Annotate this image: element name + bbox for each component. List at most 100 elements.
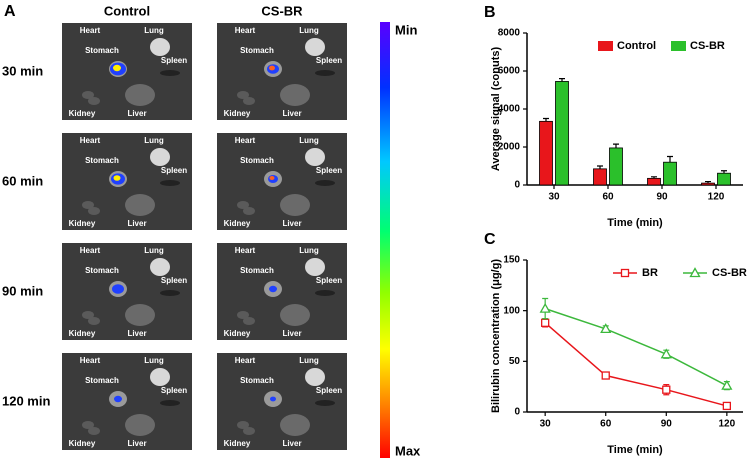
marker — [541, 318, 550, 327]
signal — [270, 396, 276, 402]
organ-label: Kidney — [69, 439, 96, 448]
signal — [113, 64, 121, 72]
organ-label: Liver — [127, 439, 146, 448]
spleen — [315, 400, 335, 406]
organ-label: Lung — [144, 136, 164, 145]
kidney — [243, 427, 255, 435]
lung — [305, 258, 325, 276]
line — [544, 322, 728, 407]
organ-label: Stomach — [240, 46, 274, 55]
row-label: 90 min — [2, 283, 43, 298]
legend-swatch — [671, 41, 686, 51]
lung — [150, 148, 170, 166]
legend-label: BR — [642, 267, 658, 279]
organ-label: Spleen — [316, 276, 342, 285]
bar — [609, 147, 623, 186]
organ-label: Heart — [80, 136, 101, 145]
organ-label: Lung — [299, 26, 319, 35]
kidney — [88, 317, 100, 325]
x-tick-label: 30 — [540, 419, 552, 430]
legend-swatch — [598, 41, 613, 51]
organ-label: Stomach — [240, 156, 274, 165]
organ-label: Lung — [144, 246, 164, 255]
organ-label: Liver — [127, 329, 146, 338]
organ-label: Liver — [282, 219, 301, 228]
organ-label: Kidney — [224, 219, 251, 228]
x-tick-label: 60 — [602, 192, 614, 203]
signal — [112, 284, 124, 294]
marker — [722, 401, 732, 411]
organ-label: Heart — [235, 356, 256, 365]
signal — [113, 175, 121, 181]
kidney — [243, 207, 255, 215]
organ-label: Spleen — [316, 166, 342, 175]
error-bar — [667, 155, 673, 163]
y-tick-label: 8000 — [498, 28, 521, 39]
organ-label: Lung — [144, 356, 164, 365]
marker — [721, 379, 733, 390]
y-tick-label: 150 — [503, 255, 520, 266]
organ-label: Spleen — [316, 56, 342, 65]
organ-label: Heart — [80, 356, 101, 365]
row-label: 60 min — [2, 173, 43, 188]
bar — [701, 182, 715, 186]
organ-label: Spleen — [161, 166, 187, 175]
row-label: 30 min — [2, 63, 43, 78]
organ-label: Liver — [282, 329, 301, 338]
error-bar — [651, 176, 657, 179]
kidney — [82, 311, 94, 319]
x-tick-label: 90 — [656, 192, 668, 203]
spleen — [160, 70, 180, 76]
y-tick-label: 0 — [514, 407, 520, 418]
kidney — [82, 201, 94, 209]
organ-label: Kidney — [69, 219, 96, 228]
liver — [280, 194, 310, 216]
lung — [305, 368, 325, 386]
legend-label: Control — [617, 40, 656, 52]
image-grid: 30 min Heart Lung Stomach Spleen Kidney Liver H… — [2, 23, 347, 450]
x-axis-label: Time (min) — [607, 217, 663, 229]
x-tick-label: 60 — [600, 419, 612, 430]
lung — [305, 38, 325, 56]
liver — [280, 304, 310, 326]
colorbar-max: Max — [395, 443, 421, 458]
liver — [280, 414, 310, 436]
x-tick-label: 90 — [661, 419, 673, 430]
bar — [593, 168, 607, 186]
organ-label: Stomach — [240, 266, 274, 275]
signal — [269, 285, 277, 293]
bar — [555, 81, 569, 186]
signal — [269, 65, 275, 71]
x-tick-label: 120 — [719, 419, 736, 430]
y-tick-label: 6000 — [498, 66, 521, 77]
organ-label: Spleen — [161, 276, 187, 285]
y-tick-label: 100 — [503, 305, 520, 316]
organ-label: Liver — [282, 109, 301, 118]
error-bar — [705, 180, 711, 184]
spleen — [315, 70, 335, 76]
organ-label: Kidney — [224, 439, 251, 448]
y-tick-label: 50 — [509, 356, 521, 367]
bar — [647, 177, 661, 186]
organ-label: Stomach — [240, 376, 274, 385]
legend-marker — [689, 267, 701, 278]
row-label: 120 min — [2, 393, 50, 408]
error-bar — [721, 170, 727, 174]
error-bar — [543, 117, 549, 122]
kidney — [243, 317, 255, 325]
kidney — [82, 421, 94, 429]
marker — [662, 385, 671, 394]
organ-label: Lung — [299, 246, 319, 255]
lung — [305, 148, 325, 166]
liver — [125, 194, 155, 216]
spleen — [315, 290, 335, 296]
liver — [125, 304, 155, 326]
marker — [601, 371, 610, 380]
lung — [150, 368, 170, 386]
organ-label: Liver — [127, 109, 146, 118]
y-tick-label: 0 — [514, 180, 520, 191]
colorbar-min: Min — [395, 22, 417, 37]
error-bar — [597, 165, 603, 169]
marker — [660, 348, 672, 359]
organ-label: Heart — [235, 136, 256, 145]
